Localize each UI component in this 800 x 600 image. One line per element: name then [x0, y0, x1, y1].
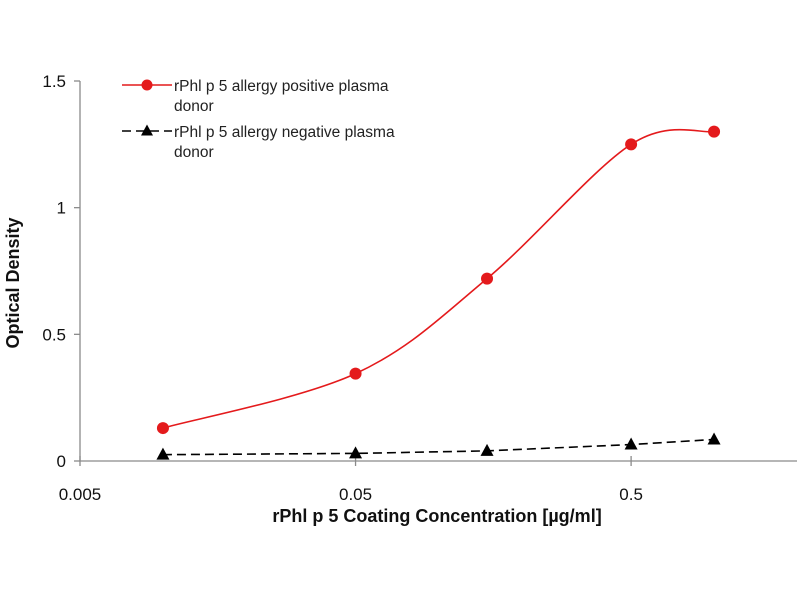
y-tick-label: 1 — [57, 199, 66, 218]
series-line-positive — [162, 128, 715, 429]
y-axis-title: Optical Density — [3, 217, 23, 348]
x-tick-label: 0.05 — [339, 485, 372, 504]
x-tick-label: 0.5 — [619, 485, 643, 504]
data-point-positive — [349, 367, 362, 380]
series-negative — [156, 432, 721, 460]
y-tick-label: 1.5 — [42, 72, 66, 91]
data-point-positive — [708, 125, 721, 138]
legend-label-negative-line2: donor — [174, 144, 214, 161]
series-positive — [156, 125, 721, 435]
legend-entry-negative: rPhl p 5 allergy negative plasma donor — [122, 124, 395, 161]
data-point-positive — [625, 138, 638, 151]
legend-label-positive-line2: donor — [174, 98, 214, 115]
data-point-positive — [481, 272, 494, 285]
data-point-negative — [707, 432, 721, 445]
axes — [79, 81, 797, 462]
y-ticks: 0 0.5 1 1.5 — [42, 72, 80, 471]
data-point-negative — [480, 443, 494, 456]
y-tick-label: 0 — [57, 452, 66, 471]
x-tick-label: 0.005 — [59, 485, 102, 504]
legend-label-negative-line1: rPhl p 5 allergy negative plasma — [174, 124, 395, 141]
series-layer — [156, 125, 721, 460]
data-point-negative — [624, 437, 638, 450]
legend: rPhl p 5 allergy positive plasma donor r… — [122, 78, 395, 161]
legend-marker-positive — [141, 79, 153, 91]
legend-label-positive-line1: rPhl p 5 allergy positive plasma — [174, 78, 389, 95]
x-axis-title: rPhl p 5 Coating Concentration [µg/ml] — [272, 506, 601, 526]
data-point-negative — [156, 447, 170, 460]
y-tick-label: 0.5 — [42, 325, 66, 344]
legend-marker-negative — [141, 124, 153, 136]
data-point-negative — [349, 446, 363, 459]
legend-entry-positive: rPhl p 5 allergy positive plasma donor — [122, 78, 389, 115]
x-ticks: 0.005 0.05 0.5 — [59, 456, 643, 504]
data-point-positive — [156, 422, 169, 435]
